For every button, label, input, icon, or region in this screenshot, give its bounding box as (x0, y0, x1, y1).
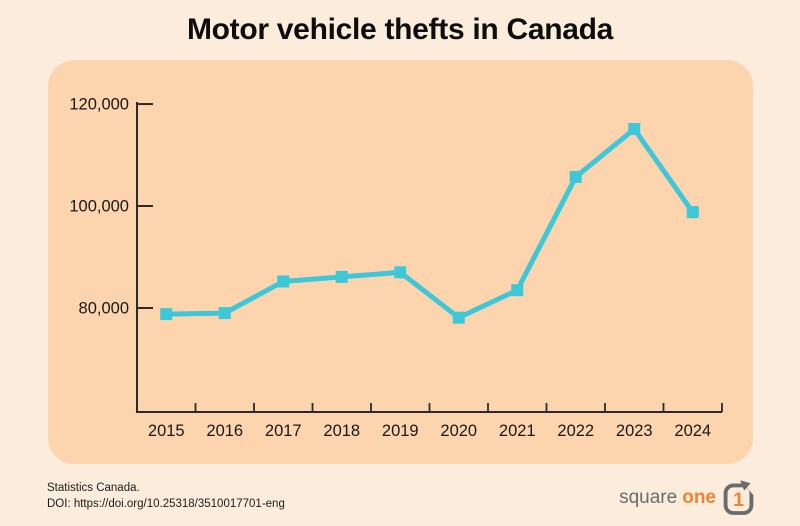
logo-word-square: square (619, 486, 678, 508)
source-attribution: Statistics Canada. (47, 482, 140, 494)
y-tick-label: 120,000 (69, 96, 129, 114)
x-tick-label: 2022 (557, 422, 594, 440)
x-tick-label: 2021 (499, 422, 536, 440)
x-tick-label: 2024 (674, 422, 711, 440)
data-line (166, 126, 695, 321)
line-chart: 80,000 100,000 120,000 2015 2016 2017 2018 2019… (69, 96, 723, 440)
logo-word-one: one (682, 486, 716, 508)
data-point-2019 (394, 266, 407, 279)
data-point-2024 (686, 206, 699, 219)
data-point-2018 (335, 270, 348, 283)
x-tick-label: 2017 (265, 422, 302, 440)
y-tick-label: 80,000 (79, 299, 129, 317)
logo-digit: 1 (733, 489, 744, 511)
x-tick-label: 2015 (148, 422, 185, 440)
x-tick-label: 2018 (323, 422, 360, 440)
data-point-2015 (160, 308, 173, 321)
data-point-2023 (628, 123, 641, 136)
squareone-rotate-icon: 1 (723, 479, 754, 515)
x-tick-label: 2020 (440, 422, 477, 440)
data-point-2017 (277, 275, 290, 288)
source-note: Statistics Canada. DOI: https://doi.org/… (47, 480, 285, 512)
axes (136, 102, 722, 413)
x-tick-label: 2019 (382, 422, 419, 440)
source-doi: DOI: https://doi.org/10.25318/3510017701… (47, 498, 285, 510)
data-point-2020 (452, 311, 465, 324)
squareone-logo: square one 1 (619, 479, 754, 516)
x-tick-label: 2016 (206, 422, 243, 440)
chart-panel: 80,000 100,000 120,000 2015 2016 2017 2018 2019… (48, 60, 753, 464)
y-tick-label: 100,000 (69, 198, 129, 216)
data-point-2021 (511, 284, 524, 297)
data-point-2016 (218, 307, 231, 320)
x-tick-label: 2023 (616, 422, 653, 440)
page-title: Motor vehicle thefts in Canada (186, 13, 614, 46)
data-point-2022 (569, 170, 582, 183)
